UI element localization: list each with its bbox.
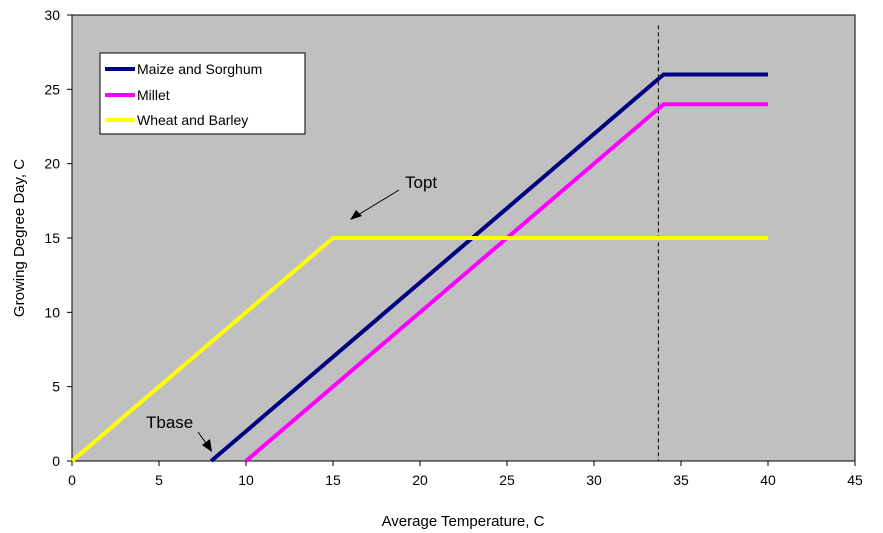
y-axis-title: Growing Degree Day, C bbox=[11, 159, 28, 317]
y-tick-label: 0 bbox=[52, 453, 60, 469]
x-tick-label: 5 bbox=[155, 472, 163, 488]
legend-label-millet: Millet bbox=[137, 87, 170, 103]
x-tick-label: 35 bbox=[673, 472, 689, 488]
annotation-tbase: Tbase bbox=[146, 413, 193, 432]
annotation-topt-arrow bbox=[352, 189, 400, 219]
legend-label-wheat-and-barley: Wheat and Barley bbox=[137, 112, 248, 128]
annotation-topt-arrowhead bbox=[350, 210, 362, 220]
series-line-millet bbox=[244, 102, 768, 463]
legend: Maize and Sorghum Millet Wheat and Barle… bbox=[99, 52, 306, 135]
legend-label-maize-and-sorghum: Maize and Sorghum bbox=[137, 61, 262, 77]
y-tick-label: 30 bbox=[44, 7, 60, 23]
x-tick-label: 15 bbox=[325, 472, 341, 488]
series-line-maize-and-sorghum bbox=[209, 72, 768, 463]
annotation-tbase-arrowhead bbox=[202, 439, 212, 452]
x-tick-label: 45 bbox=[847, 472, 863, 488]
y-tick-label: 10 bbox=[44, 304, 60, 320]
y-tick-label: 15 bbox=[44, 230, 60, 246]
annotation-topt: Topt bbox=[405, 173, 437, 192]
x-tick-label: 30 bbox=[586, 472, 602, 488]
x-axis-title: Average Temperature, C bbox=[382, 513, 545, 530]
x-tick-label: 0 bbox=[68, 472, 76, 488]
x-tick-label: 20 bbox=[412, 472, 428, 488]
x-tick-label: 25 bbox=[499, 472, 515, 488]
series-line-wheat-and-barley bbox=[70, 236, 768, 463]
x-tick-label: 10 bbox=[238, 472, 254, 488]
y-tick-label: 20 bbox=[44, 156, 60, 172]
x-tick-label: 40 bbox=[760, 472, 776, 488]
y-tick-label: 5 bbox=[52, 379, 60, 395]
y-tick-label: 25 bbox=[44, 81, 60, 97]
